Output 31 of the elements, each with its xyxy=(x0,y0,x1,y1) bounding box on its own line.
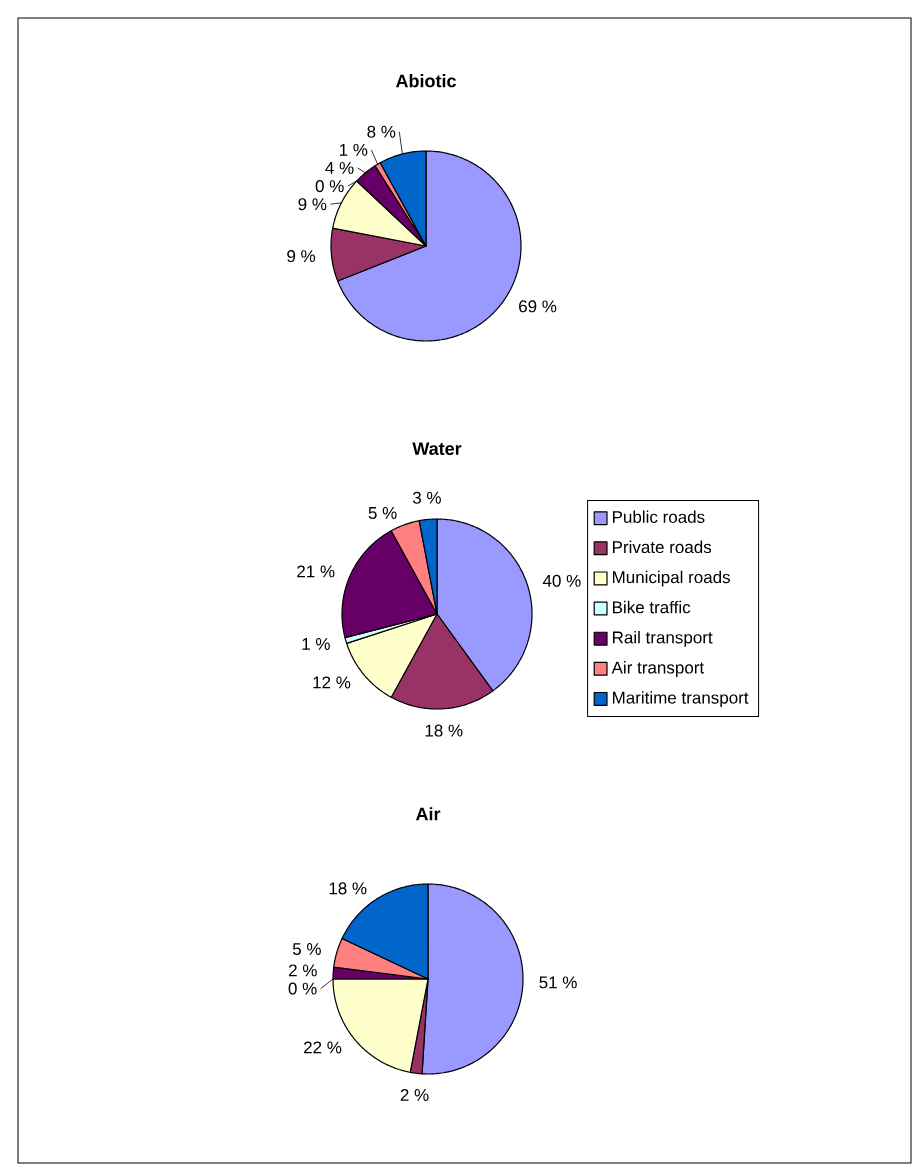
chart-title: Air xyxy=(415,807,441,821)
legend-label: Public roads xyxy=(612,510,705,523)
data-label: 12 % xyxy=(313,676,351,689)
data-label: 3 % xyxy=(412,491,441,504)
legend-label: Municipal roads xyxy=(612,570,730,587)
data-label: 4 % xyxy=(325,161,354,174)
data-label: 8 % xyxy=(367,125,396,138)
legend-label: Maritime transport xyxy=(612,691,749,708)
data-label: 22 % xyxy=(303,1041,342,1054)
legend-label: Private roads xyxy=(612,540,712,554)
data-label: 18 % xyxy=(425,724,463,737)
data-label: 2 % xyxy=(289,964,317,977)
legend-label: Rail transport xyxy=(612,630,713,647)
data-label: 9 % xyxy=(287,250,316,263)
data-label: 2 % xyxy=(400,1088,429,1101)
data-label: 5 % xyxy=(368,507,397,519)
chart-title: Abiotic xyxy=(395,74,456,88)
text: 0 % xyxy=(288,982,317,995)
data-label: 18 % xyxy=(329,882,367,895)
data-label: 1 % xyxy=(302,638,330,650)
data-label: 51 % xyxy=(539,976,577,989)
legend-label: Air transport xyxy=(611,661,705,677)
chart-title: Water xyxy=(412,442,462,456)
data-label: 40 % xyxy=(542,574,581,587)
data-label: 1 % xyxy=(339,143,368,156)
data-label: 9 % xyxy=(298,198,327,211)
text: 0 % xyxy=(315,180,344,193)
data-label: 69 % xyxy=(519,300,557,313)
data-label: 5 % xyxy=(292,943,321,956)
data-label: 21 % xyxy=(297,565,335,578)
legend-label: Bike traffic xyxy=(612,600,691,614)
